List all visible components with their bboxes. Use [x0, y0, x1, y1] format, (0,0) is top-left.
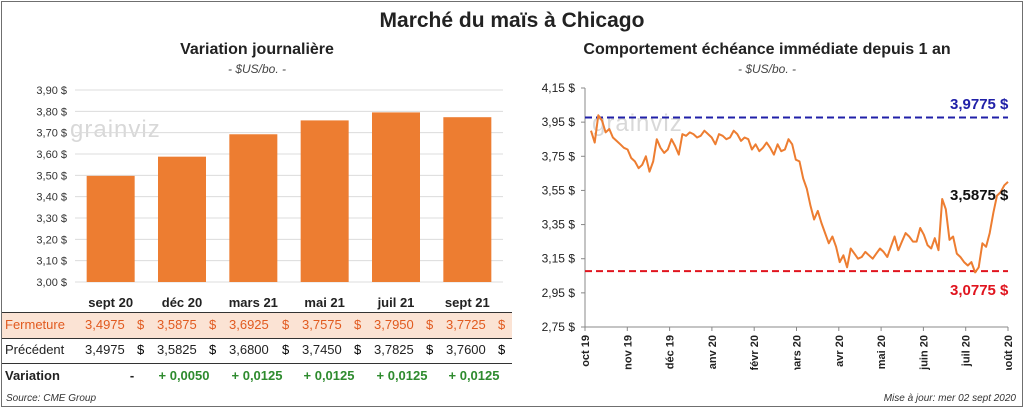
y-tick-label: 3,15 $ [542, 252, 576, 266]
x-tick-label: déc 19 [665, 335, 677, 369]
dollar-sign: $ [426, 317, 434, 332]
y-tick-label: 3,60 $ [36, 149, 67, 161]
low-price-label: 3,0775 $ [950, 282, 1009, 299]
y-tick-label: 3,10 $ [36, 256, 67, 268]
x-category-label: sept 21 [445, 295, 490, 310]
y-tick-label: 3,80 $ [36, 106, 67, 118]
close-value-6: 3,7725 [446, 317, 486, 332]
dollar-sign: $ [137, 342, 145, 357]
dollar-sign: $ [282, 317, 290, 332]
x-category-label: mars 21 [229, 295, 278, 310]
x-tick-label: nov 19 [622, 335, 634, 370]
right-chart-title: Comportement échéance immédiate depuis 1… [583, 41, 951, 58]
previous-value-5: 3,7825 [374, 342, 414, 357]
variation-value-2: + 0,0050 [158, 368, 210, 383]
y-tick-label: 3,35 $ [542, 218, 576, 232]
y-tick-label: 3,00 $ [36, 277, 67, 289]
variation-value-1: - [129, 368, 135, 383]
bar [300, 120, 349, 283]
x-tick-label: juil 20 [961, 335, 973, 367]
x-category-label: juil 21 [377, 295, 415, 310]
y-tick-label: 2,95 $ [542, 286, 576, 300]
close-value-5: 3,7950 [374, 317, 414, 332]
y-tick-label: 4,15 $ [542, 81, 576, 95]
dollar-sign: $ [498, 342, 506, 357]
dollar-sign: $ [209, 342, 217, 357]
close-value-1: 3,4975 [85, 317, 125, 332]
close-row-label: Fermeture [5, 317, 65, 332]
variation-value-4: + 0,0125 [303, 368, 355, 383]
x-tick-label: mars 20 [792, 335, 804, 370]
x-category-label: sept 20 [88, 295, 133, 310]
price-line [590, 114, 1009, 274]
x-tick-label: avr 20 [834, 335, 846, 367]
variation-value-5: + 0,0125 [376, 368, 428, 383]
variation-value-6: + 0,0125 [448, 368, 500, 383]
x-category-label: mai 21 [304, 295, 344, 310]
x-tick-label: oct 19 [580, 335, 592, 367]
close-row: Fermeture 3,4975 $ 3,5875 $ 3,6925 $ 3,7… [2, 312, 512, 339]
y-tick-label: 2,75 $ [542, 320, 576, 334]
dollar-sign: $ [498, 317, 506, 332]
dollar-sign: $ [354, 317, 362, 332]
close-value-4: 3,7575 [302, 317, 342, 332]
y-tick-label: 3,30 $ [36, 213, 67, 225]
y-tick-label: 3,55 $ [542, 183, 576, 197]
bar [229, 134, 278, 282]
line-chart: 2,75 $ 2,95 $ 3,15 $ 3,35 $ 3,55 $ 3,75 $ 3,95… [542, 81, 1015, 370]
high-price-label: 3,9775 $ [950, 96, 1009, 113]
y-tick-label: 3,70 $ [36, 128, 67, 140]
y-tick-label: 3,90 $ [36, 85, 67, 97]
grainviz-logo: grainviz [70, 116, 161, 143]
close-value-3: 3,6925 [229, 317, 269, 332]
dollar-sign: $ [426, 342, 434, 357]
dollar-sign: $ [209, 317, 217, 332]
x-category-label: déc 20 [162, 295, 202, 310]
y-tick-label: 3,20 $ [36, 234, 67, 246]
y-tick-label: 3,40 $ [36, 192, 67, 204]
x-tick-label: févr 20 [749, 335, 761, 370]
source-note: Source: CME Group [6, 393, 97, 404]
variation-row: Variation - + 0,0050 + 0,0125 + 0,0125 +… [2, 364, 512, 389]
previous-row: Précédent 3,4975 $ 3,5825 $ 3,6800 $ 3,7… [2, 338, 512, 364]
left-unit-label: - $US/bo. - [227, 62, 287, 76]
x-tick-label: janv 20 [707, 335, 719, 370]
variation-value-3: + 0,0125 [231, 368, 283, 383]
close-value-2: 3,5875 [157, 317, 197, 332]
last-price-label: 3,5875 $ [950, 187, 1009, 204]
previous-value-2: 3,5825 [157, 342, 197, 357]
previous-value-1: 3,4975 [85, 342, 125, 357]
x-tick-label: juin 20 [918, 335, 930, 370]
x-tick-label: août 20 [1003, 335, 1015, 370]
bar [372, 112, 420, 283]
left-chart-title: Variation journalière [180, 41, 334, 58]
previous-value-6: 3,7600 [446, 342, 486, 357]
bar-chart: 3,00 $ 3,10 $ 3,20 $ 3,30 $ 3,40 $ 3,50 $ 3,60… [36, 85, 503, 310]
y-tick-label: 3,50 $ [36, 170, 67, 182]
x-tick-label: mai 20 [876, 335, 888, 369]
variation-row-label: Variation [5, 368, 60, 383]
y-tick-label: 3,95 $ [542, 115, 576, 129]
previous-row-label: Précédent [5, 342, 65, 357]
right-unit-label: - $US/bo. - [737, 62, 797, 76]
bar [86, 175, 135, 282]
y-tick-label: 3,75 $ [542, 149, 576, 163]
update-note: Mise à jour: mer 02 sept 2020 [883, 393, 1016, 404]
main-title: Marché du maïs à Chicago [379, 9, 645, 32]
dollar-sign: $ [137, 317, 145, 332]
previous-value-3: 3,6800 [229, 342, 269, 357]
dollar-sign: $ [354, 342, 362, 357]
previous-value-4: 3,7450 [302, 342, 342, 357]
bar [158, 156, 206, 282]
bar [443, 117, 492, 282]
dollar-sign: $ [282, 342, 290, 357]
